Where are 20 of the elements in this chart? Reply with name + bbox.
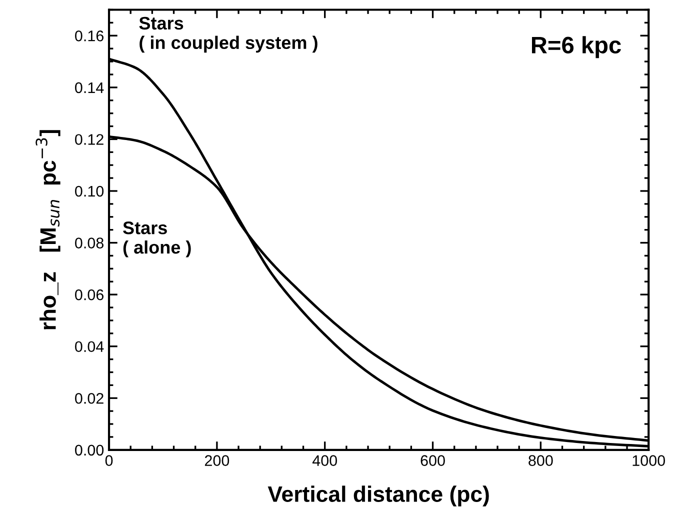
y-tick-label: 0.12 xyxy=(75,134,104,145)
x-tick-label: 600 xyxy=(420,455,445,466)
x-tick-label: 800 xyxy=(528,455,553,466)
y-tick-label: 0.08 xyxy=(75,238,104,248)
y-tick-label: 0.06 xyxy=(75,289,104,300)
annotation: R=6 kpc xyxy=(532,36,621,58)
y-tick-label: 0.00 xyxy=(75,444,104,456)
x-axis-title: Vertical distance (pc) xyxy=(268,486,489,506)
x-tick-label: 1000 xyxy=(632,455,665,466)
annotation: Stars ( alone ) xyxy=(123,222,191,258)
y-tick-label: 0.14 xyxy=(75,82,104,94)
x-tick-label: 400 xyxy=(312,455,337,466)
y-tick-label: 0.02 xyxy=(75,392,104,404)
x-tick-label: 0 xyxy=(105,455,113,466)
y-tick-label: 0.10 xyxy=(75,186,104,197)
annotation: Stars ( in coupled system ) xyxy=(139,16,318,53)
y-tick-label: 0.04 xyxy=(75,341,104,352)
x-tick-label: 200 xyxy=(204,455,230,466)
y-tick-label: 0.16 xyxy=(75,30,104,42)
y-axis-title: rho_z [M$_{sun}$ pc$^{−3}$] xyxy=(36,130,60,330)
